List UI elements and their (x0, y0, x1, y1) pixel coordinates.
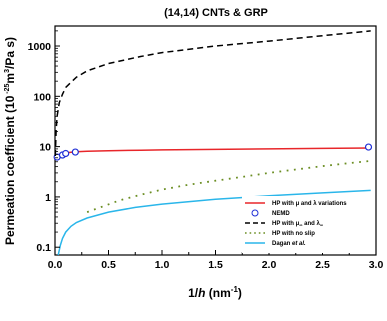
x-label-part: 1/ (188, 286, 199, 300)
y-label-part: /Pa s) (3, 37, 17, 69)
y-tick-label: 0.1 (36, 242, 51, 254)
x-label-part: ) (238, 286, 242, 300)
y-label-part: Permeation coefficient (10 (3, 95, 17, 245)
data-point-nemd (62, 149, 70, 158)
y-axis-label: Permeation coefficient (10 -25m3/Pa s) (3, 37, 17, 245)
y-label-superscript: 3 (4, 69, 11, 73)
series-line-hp-with-no-slip (86, 160, 371, 213)
data-point-nemd (364, 143, 373, 151)
legend-item-no-slip: HP with no slip (272, 231, 315, 237)
x-tick-label: 0.5 (101, 259, 116, 271)
y-label-part: m (3, 73, 17, 84)
x-tick-label: 3.0 (369, 259, 384, 271)
x-tick-label: 2.5 (315, 259, 330, 271)
legend-item-hp-variations: HP with μ and λ variations (272, 201, 347, 207)
y-tick-label: 10 (39, 142, 51, 154)
legend-item-hp-infinity: HP with μ∞ and λ∞ (272, 221, 323, 228)
y-tick-label: 100 (33, 91, 51, 103)
axis-ticks: 0.0 0.5 1.0 1.5 2.0 2.5 3.0 0.1 1 10 100 1000 (28, 30, 384, 271)
y-tick-label: 1 (45, 192, 51, 204)
x-tick-label: 1.0 (155, 259, 170, 271)
x-label-superscript: -1 (231, 285, 239, 294)
chart-title: (14,14) CNTs & GRP (164, 7, 268, 19)
legend: HP with μ and λ variations NEMD HP with … (242, 196, 374, 253)
series-layer (53, 30, 373, 256)
y-label-superscript: -25 (4, 83, 11, 95)
y-tick-label: 1000 (28, 41, 52, 53)
x-label-italic: h (198, 286, 205, 300)
x-tick-label: 2.0 (262, 259, 277, 271)
x-axis-label: 1/h (nm-1) (188, 285, 242, 300)
series-line-hp-with-and-variations (55, 147, 371, 158)
x-tick-label: 0.0 (48, 259, 63, 271)
data-point-nemd (71, 148, 79, 156)
legend-swatch-nemd (251, 209, 259, 217)
x-tick-label: 1.5 (208, 259, 223, 271)
legend-item-dagan: Dagan et al. (272, 241, 306, 247)
series-line-hp-with-and (54, 30, 371, 157)
legend-item-nemd: NEMD (272, 211, 290, 217)
x-label-part: (nm (205, 286, 230, 300)
